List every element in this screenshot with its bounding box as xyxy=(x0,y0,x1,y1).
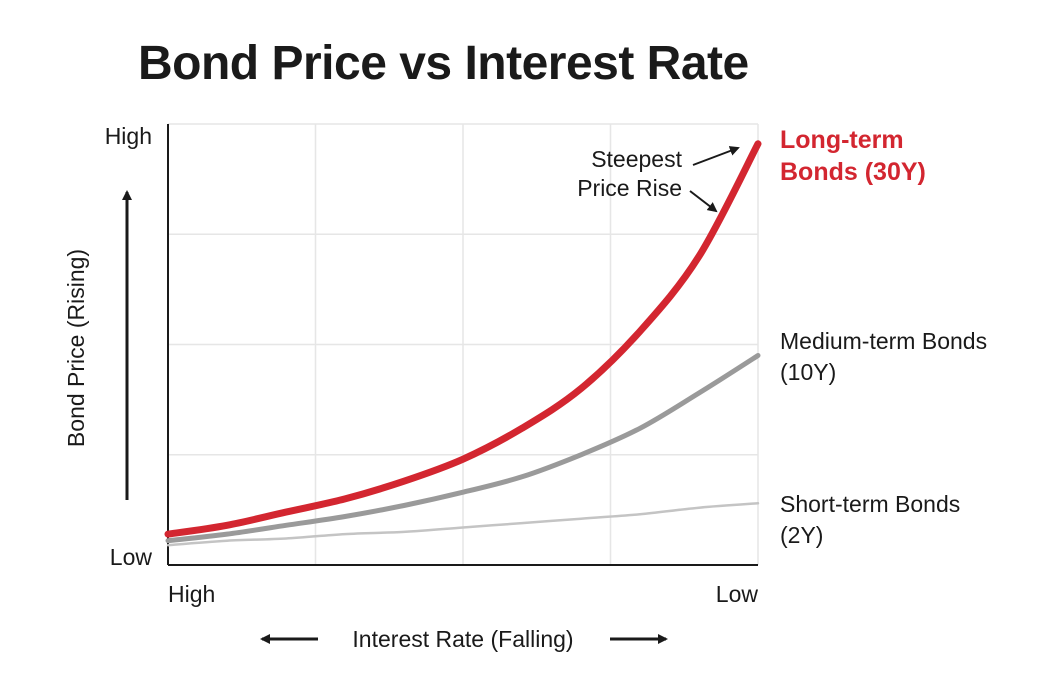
legend-long-term: Long-term Bonds (30Y) xyxy=(780,124,926,188)
y-axis-label: Bond Price (Rising) xyxy=(63,249,89,447)
annotation-arrow-lower xyxy=(689,190,718,213)
legend-medium-term: Medium-term Bonds (10Y) xyxy=(780,326,987,388)
legend-long-term-line-2: Bonds (30Y) xyxy=(780,158,926,186)
annotation-line-1: Steepest xyxy=(591,146,682,172)
series-line-short-term xyxy=(166,502,760,547)
annotation-arrow-upper xyxy=(692,146,740,166)
legend-short-term: Short-term Bonds (2Y) xyxy=(780,489,960,551)
series-line-long-term xyxy=(164,140,762,538)
legend-medium-term-line-2: (10Y) xyxy=(780,359,837,385)
grid-lines xyxy=(168,123,759,565)
annotation-steepest-price-rise: Steepest Price Rise xyxy=(540,145,682,203)
series-line-medium-term xyxy=(165,353,761,544)
legend-medium-term-line-1: Medium-term Bonds xyxy=(780,328,988,354)
y-tick-label-high: High xyxy=(105,123,152,149)
axes xyxy=(167,124,758,566)
x-tick-label-low: Low xyxy=(716,581,759,607)
x-axis-label: Interest Rate (Falling) xyxy=(352,626,573,652)
y-tick-label-low: Low xyxy=(110,544,153,570)
x-tick-label-high: High xyxy=(168,581,215,607)
series-lines xyxy=(164,140,762,547)
legend-long-term-line-1: Long-term xyxy=(780,126,904,154)
legend-short-term-line-2: (2Y) xyxy=(780,522,824,548)
chart-title: Bond Price vs Interest Rate xyxy=(138,37,749,90)
annotation-line-2: Price Rise xyxy=(577,175,682,201)
legend-short-term-line-1: Short-term Bonds xyxy=(780,491,961,517)
